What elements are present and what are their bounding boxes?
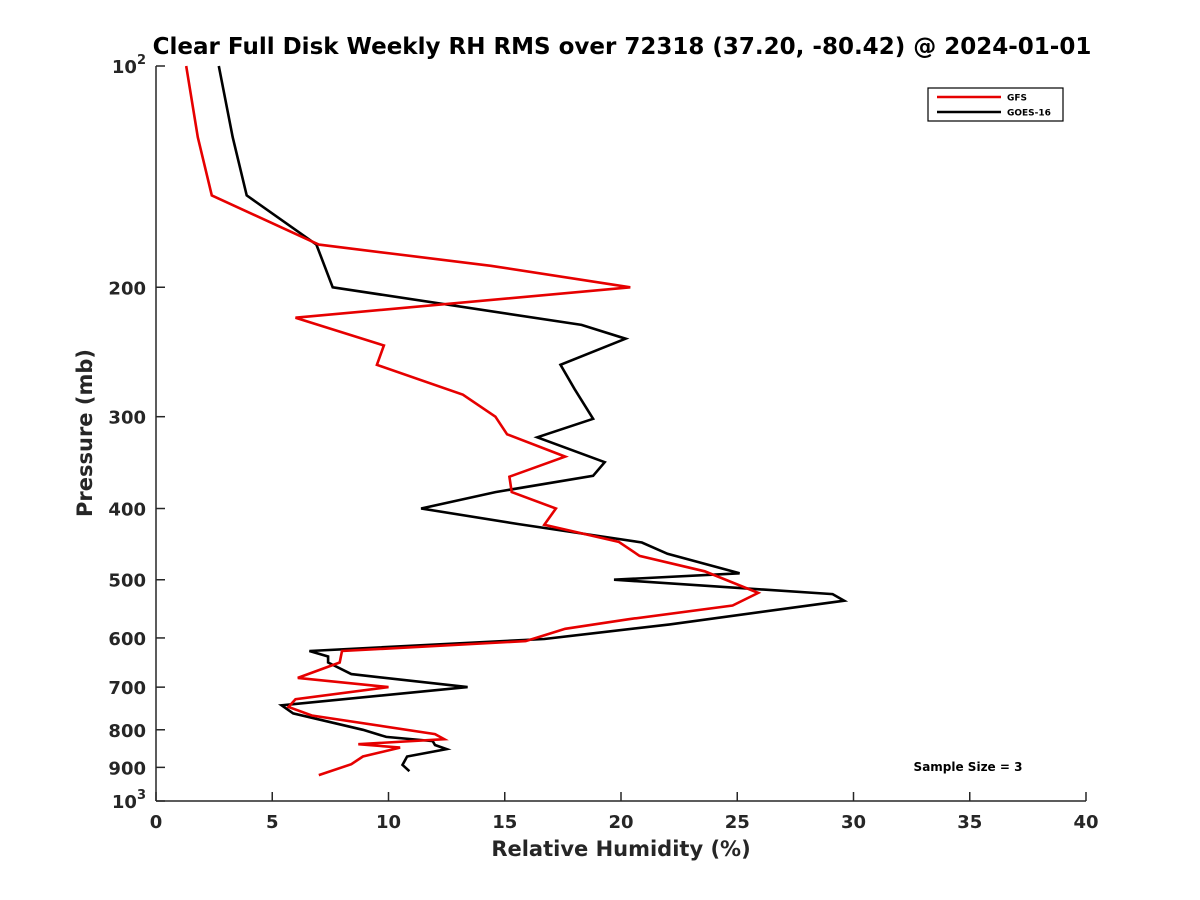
x-tick-label: 35	[957, 812, 982, 833]
x-tick-label: 25	[725, 812, 750, 833]
y-tick-label: 800	[108, 721, 146, 742]
y-tick-label: 900	[108, 758, 146, 779]
y-tick-label: 200	[108, 278, 146, 299]
y-tick-label: 102	[112, 53, 146, 78]
x-tick-label: 20	[608, 812, 633, 833]
series-lines	[184, 65, 849, 777]
series-line-goes-16	[217, 65, 849, 773]
x-tick-label: 15	[492, 812, 517, 833]
x-axis-label: Relative Humidity (%)	[491, 837, 750, 861]
x-tick-label: 5	[266, 812, 279, 833]
chart-title: Clear Full Disk Weekly RH RMS over 72318…	[153, 34, 1092, 60]
x-tick-label: 10	[376, 812, 401, 833]
plot-area	[156, 66, 1086, 801]
y-tick-label: 103	[112, 788, 146, 813]
legend-label: GOES-16	[1007, 109, 1051, 119]
y-axis-ticks: 102 200 300 400 500 600 700 800 900 103	[108, 53, 165, 813]
y-tick-label: 500	[108, 571, 146, 592]
y-tick-label: 300	[108, 408, 146, 429]
legend: GFS GOES-16	[927, 87, 1064, 122]
y-tick-label: 600	[108, 629, 146, 650]
y-tick-label: 700	[108, 678, 146, 699]
legend-box	[927, 87, 1064, 122]
legend-label: GFS	[1007, 94, 1027, 104]
y-axis-label: Pressure (mb)	[73, 349, 97, 517]
x-tick-label: 0	[150, 812, 163, 833]
y-tick-label: 400	[108, 500, 146, 521]
x-axis-ticks: 0 5 10 15 20 25 30 35 40	[150, 792, 1099, 833]
x-tick-label: 40	[1073, 812, 1098, 833]
series-line-gfs	[184, 65, 762, 777]
x-tick-label: 30	[841, 812, 866, 833]
sample-size-annotation: Sample Size = 3	[914, 760, 1023, 774]
